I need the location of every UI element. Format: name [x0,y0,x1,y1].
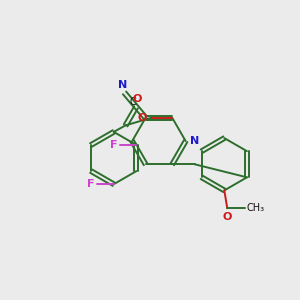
Text: O: O [133,94,142,104]
Text: O: O [138,113,147,123]
Text: F: F [87,179,94,189]
Text: O: O [223,212,232,222]
Text: N: N [118,80,128,90]
Text: F: F [110,140,117,150]
Text: C: C [130,97,137,106]
Text: CH₃: CH₃ [247,203,265,213]
Text: N: N [190,136,200,146]
